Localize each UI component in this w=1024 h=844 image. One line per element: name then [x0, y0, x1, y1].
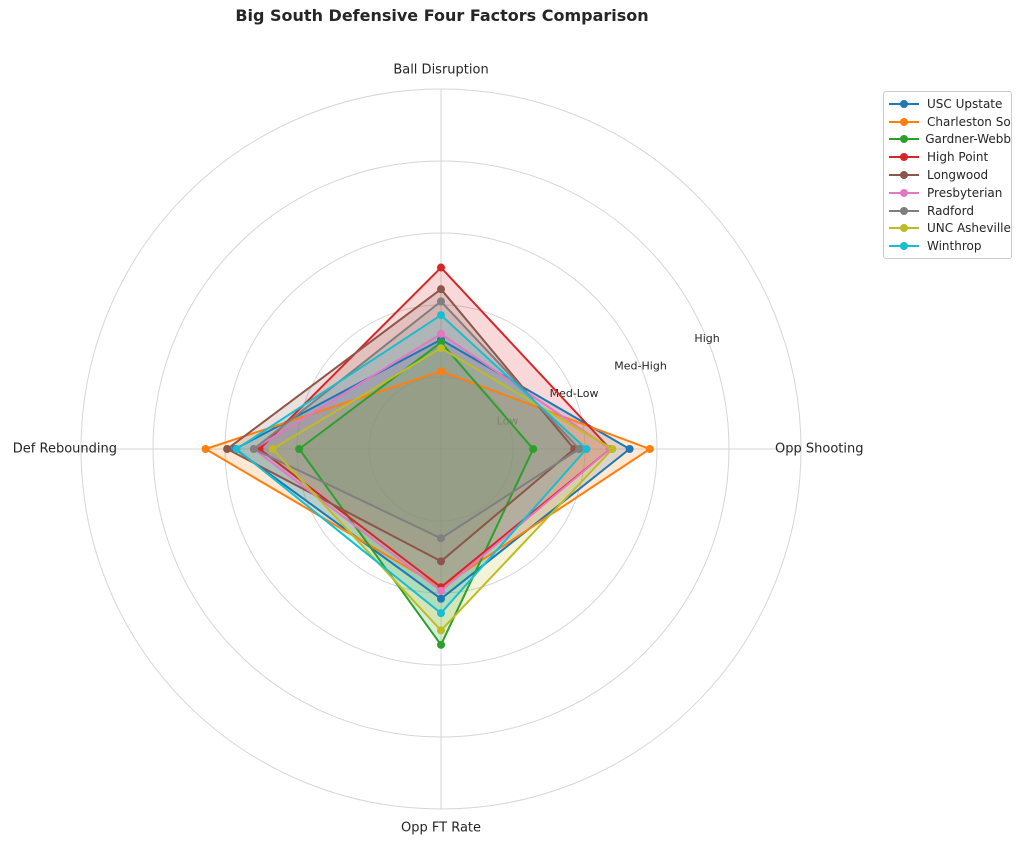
legend-item: Gardner-Webb	[884, 131, 1011, 149]
legend-swatch	[889, 222, 919, 234]
radial-tick-label: High	[694, 332, 719, 345]
data-point	[437, 329, 445, 338]
legend-swatch	[889, 187, 919, 199]
data-point	[437, 586, 445, 595]
data-point	[249, 445, 258, 453]
legend-label: Longwood	[927, 168, 989, 183]
radial-tick-label: Med-High	[614, 359, 667, 372]
legend-label: Radford	[927, 203, 974, 218]
legend-item: Longwood	[884, 166, 1011, 184]
legend-item: Presbyterian	[884, 184, 1011, 202]
legend-item: USC Upstate	[884, 95, 1011, 113]
data-point	[582, 445, 591, 453]
legend-swatch	[889, 169, 919, 181]
data-point	[437, 285, 445, 294]
legend-swatch	[889, 240, 919, 252]
legend-label: UNC Asheville	[927, 221, 1011, 236]
data-point	[223, 445, 232, 453]
legend-label: High Point	[927, 150, 989, 165]
legend-item: UNC Asheville	[884, 220, 1011, 238]
data-point	[437, 609, 445, 618]
legend-label: Winthrop	[927, 239, 982, 254]
data-point	[529, 445, 538, 453]
legend-label: Charleston So	[927, 114, 1011, 129]
data-point	[437, 534, 445, 543]
data-point	[437, 263, 445, 272]
legend-label: USC Upstate	[927, 96, 1003, 111]
data-point	[201, 445, 210, 453]
legend-swatch	[889, 151, 919, 163]
data-point	[437, 640, 445, 649]
legend-item: High Point	[884, 148, 1011, 166]
axis-label: Def Rebounding	[13, 442, 117, 457]
data-point	[437, 557, 445, 566]
legend-item: Winthrop	[884, 237, 1011, 255]
data-point	[268, 445, 277, 453]
data-point	[625, 445, 634, 453]
series-fills	[205, 267, 650, 645]
legend-item: Radford	[884, 202, 1011, 220]
series-fill	[272, 348, 613, 631]
axis-label: Opp FT Rate	[401, 821, 481, 836]
data-point	[437, 297, 445, 306]
legend-swatch	[889, 116, 919, 128]
data-point	[437, 626, 445, 635]
series-fill	[253, 333, 611, 591]
legend-item: Charleston So	[884, 113, 1011, 131]
data-point	[437, 367, 445, 376]
series-lines	[201, 263, 654, 649]
legend-label: Presbyterian	[927, 185, 1003, 200]
series-fill	[259, 267, 611, 588]
data-point	[437, 344, 445, 353]
legend-swatch	[889, 133, 919, 145]
data-point	[437, 338, 445, 347]
chart-title: Big South Defensive Four Factors Compari…	[235, 6, 649, 25]
data-point	[575, 445, 584, 453]
axis-labels: Ball Disruption Opp Shooting Opp FT Rate De…	[13, 63, 864, 836]
data-point	[437, 311, 445, 320]
legend-label: Gardner-Webb	[925, 132, 1011, 147]
data-point	[608, 445, 617, 453]
axis-label: Ball Disruption	[393, 63, 488, 78]
legend-swatch	[889, 98, 919, 110]
series-fill	[205, 371, 650, 588]
axis-label: Opp Shooting	[775, 442, 863, 457]
data-point	[437, 594, 445, 603]
series-fill	[253, 301, 580, 539]
data-point	[295, 445, 304, 453]
legend: USC Upstate Charleston So Gardner-Webb High…	[883, 91, 1012, 260]
legend-swatch	[889, 205, 919, 217]
data-point	[232, 445, 241, 453]
series-fill	[299, 342, 534, 645]
data-point	[645, 445, 654, 453]
